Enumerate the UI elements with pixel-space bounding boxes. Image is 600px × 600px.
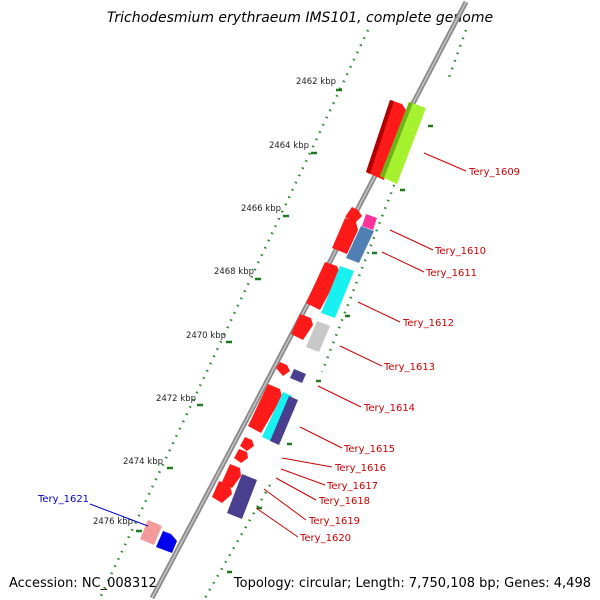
gene-label[interactable]: Tery_1621 [37, 494, 89, 505]
kbp-label: 2462 kbp [296, 77, 336, 87]
gene-labels: Tery_1609 Tery_1610 Tery_1611 Tery_1612 … [37, 167, 520, 544]
gene-label[interactable]: Tery_1616 [334, 463, 386, 474]
kbp-label: 2476 kbp [93, 517, 133, 527]
gene-box-steel [346, 226, 374, 263]
gene-box-salmon [140, 520, 162, 545]
gene-label[interactable]: Tery_1614 [363, 403, 415, 414]
gene-arrow-red [240, 437, 254, 451]
gene-arrow-red [366, 100, 408, 180]
kbp-scale: 2462 kbp 2464 kbp 2466 kbp 2468 kbp 2470… [93, 77, 342, 533]
kbp-label: 2470 kbp [186, 331, 226, 341]
outer-dotted-track-lower [203, 484, 272, 599]
gene-label[interactable]: Tery_1620 [299, 533, 351, 544]
gene-box-pink [362, 214, 377, 230]
gene-shade [380, 102, 413, 178]
gene-label[interactable]: Tery_1618 [318, 496, 370, 507]
gene-arrow-red [276, 362, 290, 376]
gene-arrow-red [291, 314, 313, 340]
gene-label[interactable]: Tery_1611 [425, 268, 477, 279]
gene-features [140, 100, 426, 553]
kbp-label: 2466 kbp [241, 204, 281, 214]
gene-leader-lines [89, 152, 467, 538]
gene-arrow-red [222, 464, 241, 488]
gene-label[interactable]: Tery_1617 [326, 481, 378, 492]
accession-text: Accession: NC_008312 [9, 576, 157, 591]
gene-box-grey [306, 321, 330, 352]
gene-label[interactable]: Tery_1609 [468, 167, 520, 178]
inner-dotted-track [98, 29, 370, 599]
gene-arrow-red [332, 218, 358, 254]
gene-arrow-red [234, 449, 248, 463]
gene-box-cyan [321, 266, 354, 318]
kbp-label: 2474 kbp [123, 457, 163, 467]
outer-track-ticks [227, 124, 433, 574]
kbp-label: 2464 kbp [269, 141, 309, 151]
genome-summary-text: Topology: circular; Length: 7,750,108 bp… [233, 576, 591, 591]
gene-arrow-red [306, 262, 340, 310]
gene-arrow-blue [156, 531, 177, 553]
gene-label[interactable]: Tery_1619 [308, 516, 360, 527]
gene-label[interactable]: Tery_1610 [434, 246, 486, 257]
outer-dotted-track-upper [446, 29, 468, 81]
genome-backbone-highlight [151, 1, 467, 599]
map-title: Trichodesmium erythraeum IMS101, complet… [107, 10, 493, 26]
gene-box-navy [270, 396, 298, 445]
gene-label[interactable]: Tery_1613 [383, 362, 435, 373]
gene-box-navy [227, 474, 257, 519]
gene-box-cyan [262, 392, 292, 441]
gene-arrow-red [248, 384, 282, 433]
gene-label[interactable]: Tery_1615 [343, 444, 395, 455]
gene-box-lime [380, 102, 426, 184]
gene-box-navy [290, 369, 306, 383]
kbp-label: 2472 kbp [156, 394, 196, 404]
kbp-label: 2468 kbp [214, 267, 254, 277]
gene-shade [366, 100, 394, 174]
gene-arrow-red [212, 481, 232, 503]
gene-arrow-red [345, 207, 362, 223]
gene-label[interactable]: Tery_1612 [402, 318, 454, 329]
